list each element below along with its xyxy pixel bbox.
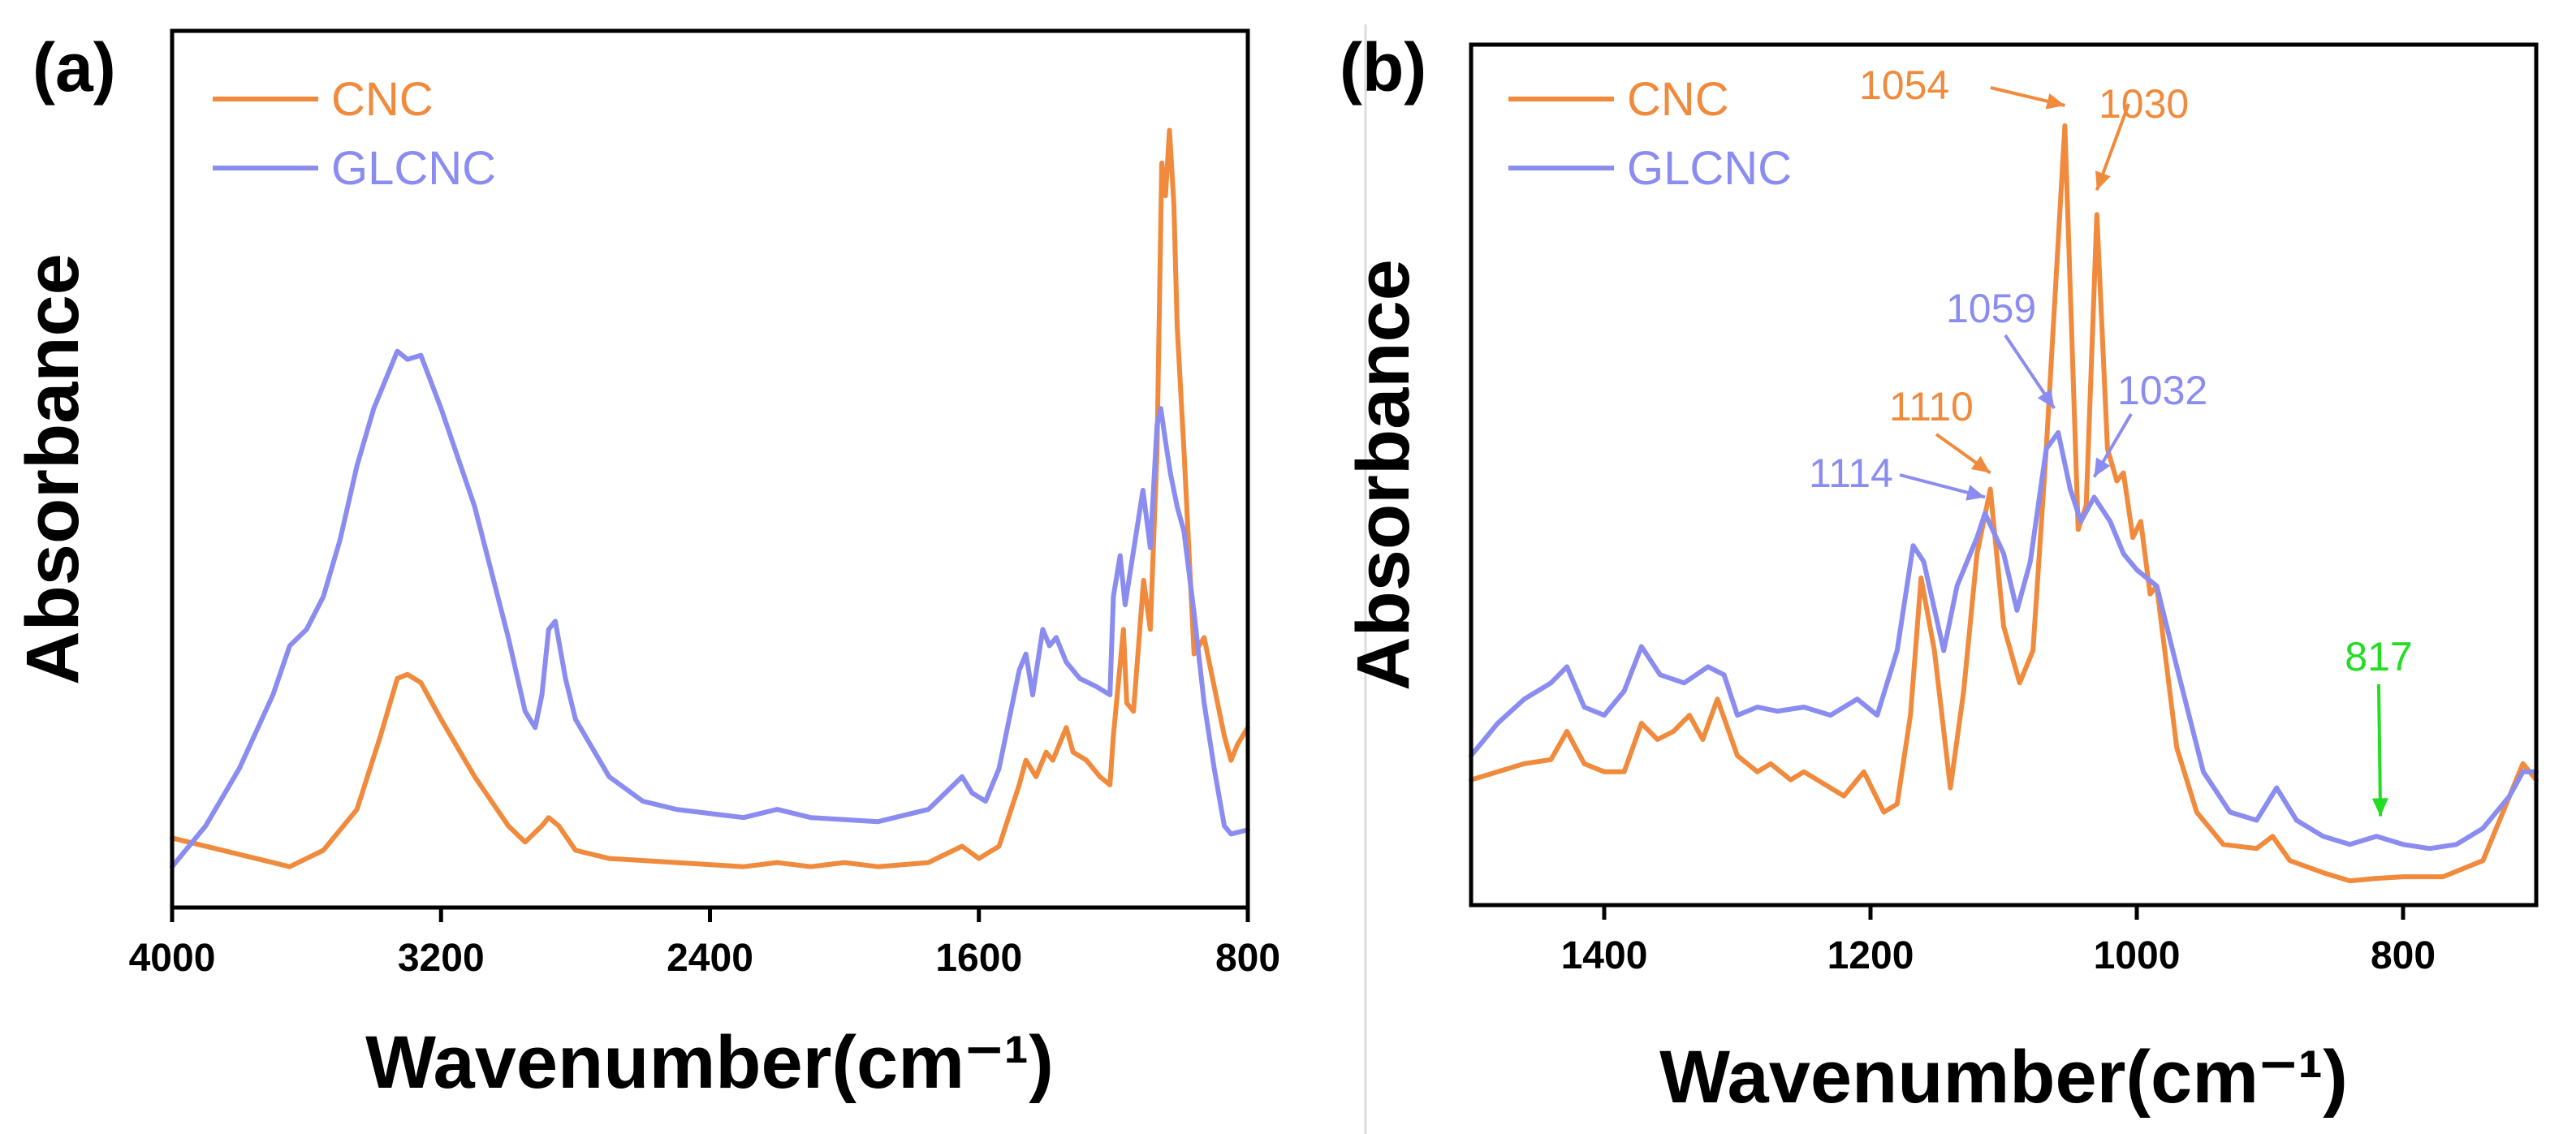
plot-area-b xyxy=(1469,123,2539,884)
panel-a: (a) 4000 3200 2400 1600 800 Absorbance Waven… xyxy=(0,0,1307,1134)
annotation-arrowhead-1110 xyxy=(1970,455,1991,473)
x-tick-label: 1600 xyxy=(935,937,1022,980)
annotation-arrowhead-1032 xyxy=(2094,457,2111,477)
x-axis-ticks-a: 4000 3200 2400 1600 800 xyxy=(129,908,1280,980)
x-tick-label: 1000 xyxy=(2094,934,2181,977)
series-line-glcnc-b xyxy=(1469,429,2539,852)
series-line-glcnc-a xyxy=(170,348,1250,869)
panel-b: (b) 1400 1200 1000 800 Absorbance Wavenumbe… xyxy=(1340,29,2539,1119)
x-tick-label: 2400 xyxy=(667,937,753,980)
annotation-arrow-817 xyxy=(2377,683,2383,817)
annotation-arrowhead-1030 xyxy=(2095,170,2111,191)
annotation-arrowhead-817 xyxy=(2371,798,2388,817)
plot-frame-b xyxy=(1469,42,2539,908)
legend-b: CNC GLCNC xyxy=(1508,73,1792,195)
y-axis-title-a: Absorbance xyxy=(11,253,94,685)
x-axis-title-a: Wavenumber(cm⁻¹) xyxy=(365,1021,1054,1104)
annotation-arrowhead-1054 xyxy=(2045,93,2065,110)
x-tick-label: 4000 xyxy=(129,937,216,980)
x-axis-title-b: Wavenumber(cm⁻¹) xyxy=(1659,1036,2348,1119)
annotation-label-1032: 1032 xyxy=(2117,368,2207,413)
x-tick-label: 800 xyxy=(2371,934,2436,977)
panel-a-background xyxy=(0,0,1307,1134)
legend-label-glcnc-a: GLCNC xyxy=(331,142,496,195)
x-tick-label: 1200 xyxy=(1827,934,1914,977)
annotation-label-817: 817 xyxy=(2345,634,2412,679)
plot-area-a xyxy=(170,127,1250,869)
y-axis-title-b: Absorbance xyxy=(1342,259,1425,691)
series-line-cnc-a xyxy=(170,127,1250,869)
legend-label-glcnc-b: GLCNC xyxy=(1627,142,1792,195)
annotation-label-1030: 1030 xyxy=(2099,81,2189,127)
series-line-cnc-b xyxy=(1469,123,2539,884)
legend-a: CNC GLCNC xyxy=(213,73,496,195)
panel-b-label: (b) xyxy=(1340,29,1426,106)
panel-a-label: (a) xyxy=(32,29,116,106)
annotation-label-1114: 1114 xyxy=(1809,451,1893,496)
legend-label-cnc-a: CNC xyxy=(331,73,434,126)
x-tick-label: 1400 xyxy=(1561,934,1648,977)
x-tick-label: 800 xyxy=(1215,937,1280,980)
legend-label-cnc-b: CNC xyxy=(1627,73,1729,126)
x-tick-label: 3200 xyxy=(398,937,485,980)
annotation-arrowhead-1059 xyxy=(2037,389,2055,408)
annotation-arrowhead-1114 xyxy=(1965,485,1985,501)
annotations-b: 1054 1030 1110 1059 1032 1114 817 xyxy=(1809,63,2413,817)
x-axis-ticks-b: 1400 1200 1000 800 xyxy=(1561,905,2436,977)
annotation-label-1059: 1059 xyxy=(1946,286,2036,331)
annotation-label-1110: 1110 xyxy=(1889,384,1974,429)
annotation-label-1054: 1054 xyxy=(1859,63,1949,108)
